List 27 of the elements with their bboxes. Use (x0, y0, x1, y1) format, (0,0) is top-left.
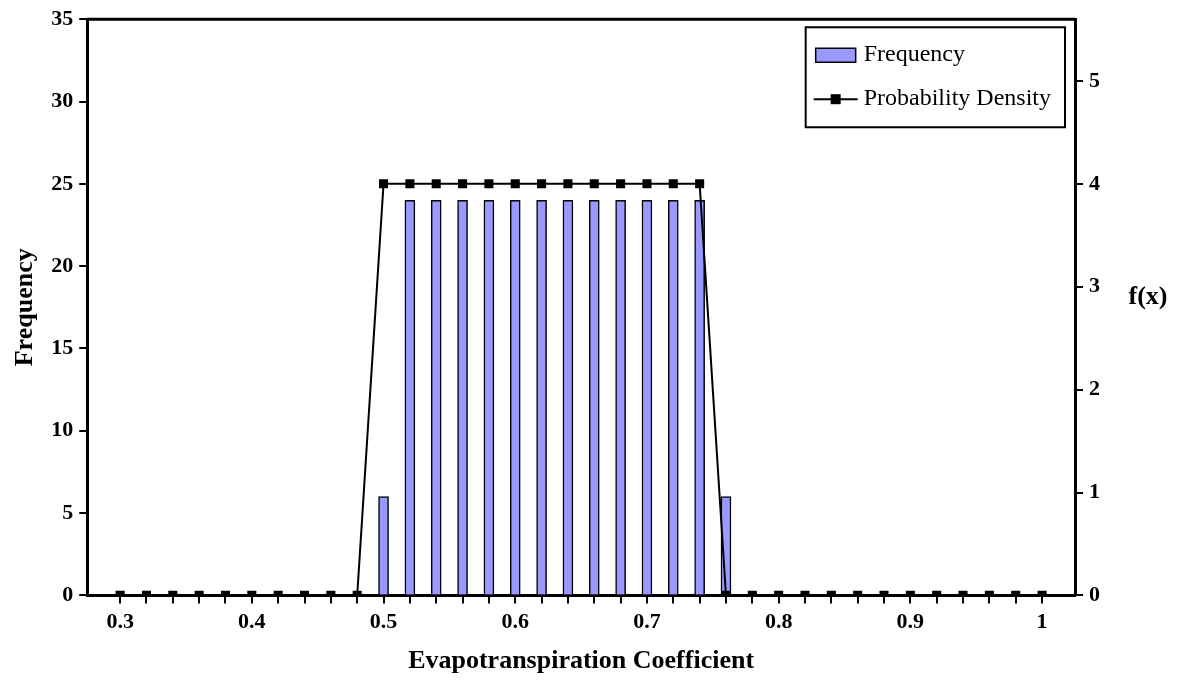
legend-label: Frequency (863, 40, 965, 67)
legend-label: Probability Density (863, 84, 1051, 111)
y2-tick-label: 1 (1089, 478, 1100, 504)
y2-tick-label: 4 (1089, 169, 1100, 195)
x-tick-label: 0.3 (106, 608, 134, 634)
y-tick-label: 10 (51, 416, 74, 442)
x-tick-label: 0.8 (764, 608, 793, 634)
x-tick-label: 0.7 (633, 608, 661, 634)
y-tick-label: 30 (51, 87, 74, 113)
x-tick-label: 0.6 (501, 608, 529, 634)
y-tick-label: 5 (62, 498, 74, 524)
x-tick-label: 0.9 (896, 608, 925, 634)
x-tick-label: 1 (1036, 608, 1048, 634)
y2-tick-label: 3 (1089, 272, 1100, 298)
y-tick-label: 15 (51, 334, 74, 360)
y-axis-title: Frequency (9, 248, 39, 367)
y2-tick-label: 0 (1089, 581, 1100, 607)
y-tick-label: 35 (51, 4, 74, 30)
y-tick-label: 0 (62, 581, 74, 607)
y-tick-label: 25 (51, 169, 74, 195)
x-tick-label: 0.5 (369, 608, 398, 634)
y2-axis-title: f(x) (1128, 281, 1168, 311)
x-axis-title: Evapotranspiration Coefficient (408, 645, 755, 675)
y-tick-label: 20 (51, 251, 74, 277)
y2-tick-label: 2 (1089, 375, 1100, 401)
x-tick-label: 0.4 (238, 608, 266, 634)
y2-tick-label: 5 (1089, 66, 1100, 92)
